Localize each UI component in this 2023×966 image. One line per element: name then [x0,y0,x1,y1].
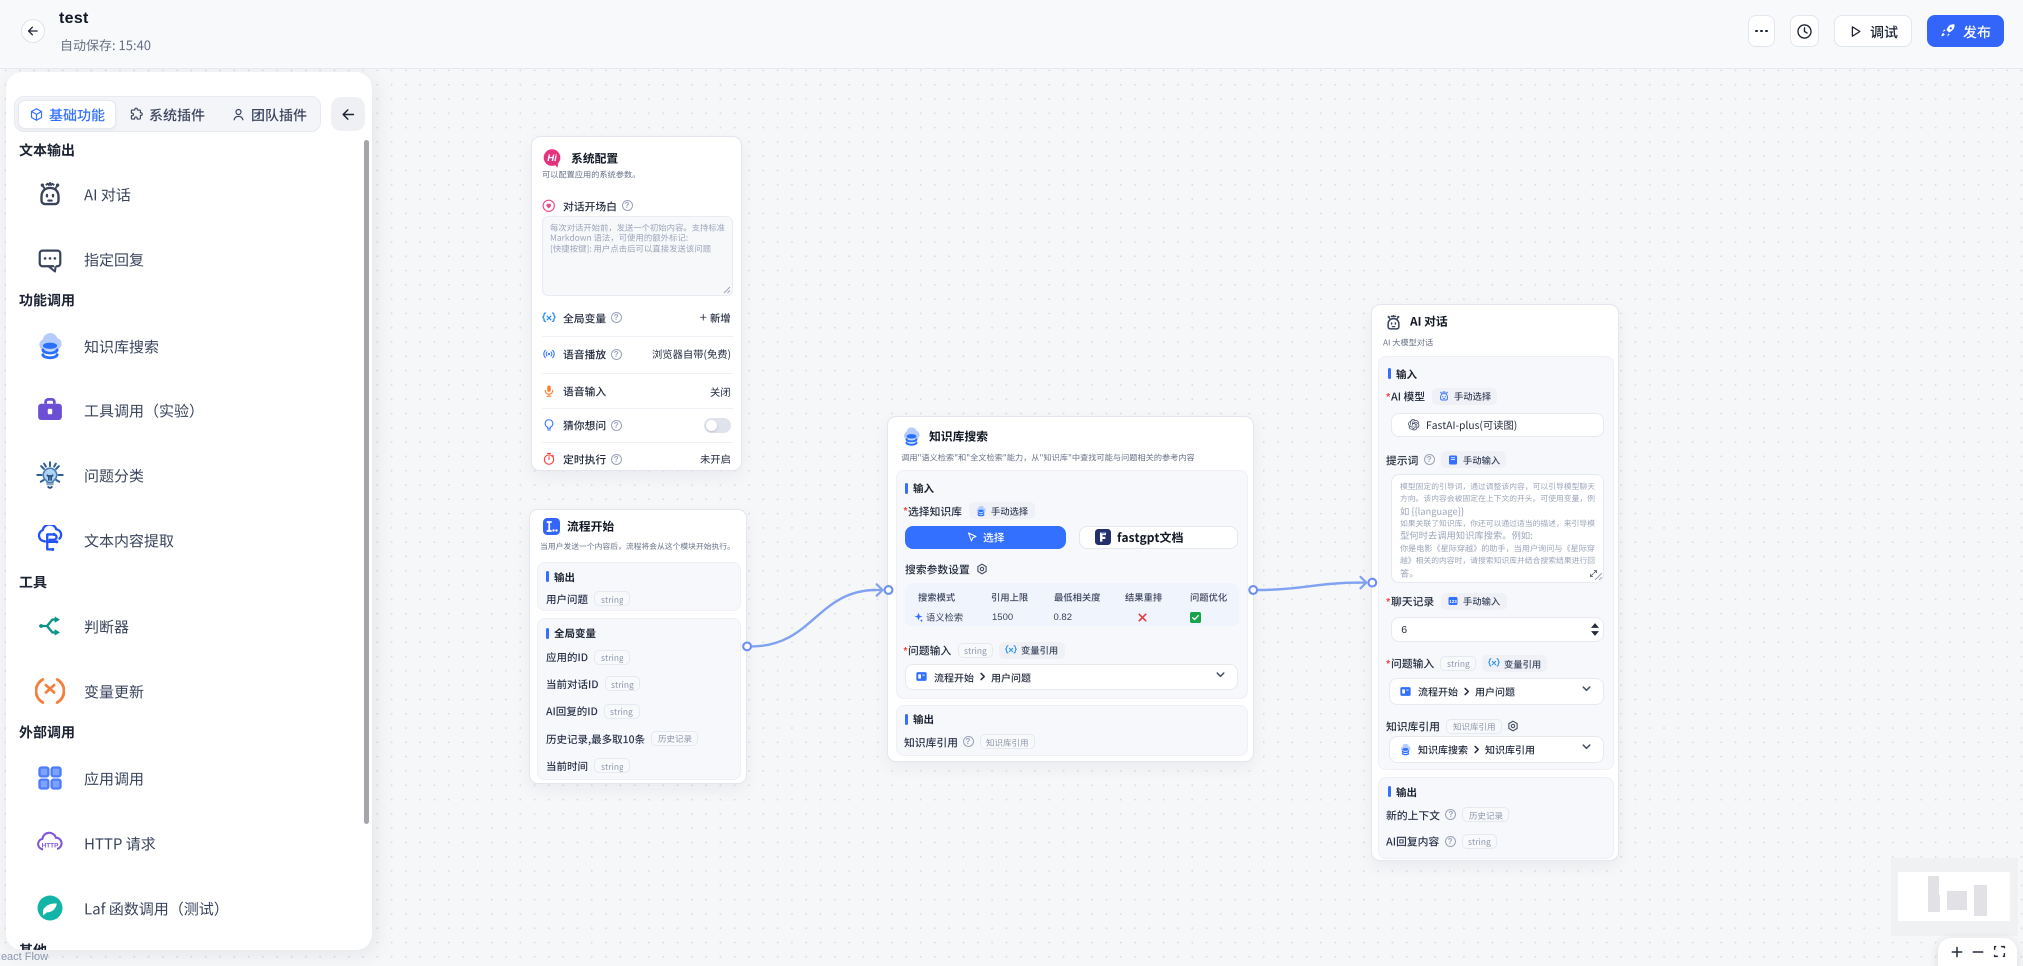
svg-text:Hi: Hi [547,153,557,164]
svg-text:123: 123 [1450,599,1458,604]
svg-text:HTTP: HTTP [42,842,60,849]
